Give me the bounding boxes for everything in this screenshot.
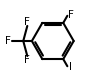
Text: I: I <box>69 62 72 72</box>
Text: F: F <box>68 10 73 20</box>
Text: F: F <box>24 55 30 65</box>
Text: F: F <box>24 17 30 27</box>
Text: F: F <box>5 36 11 46</box>
